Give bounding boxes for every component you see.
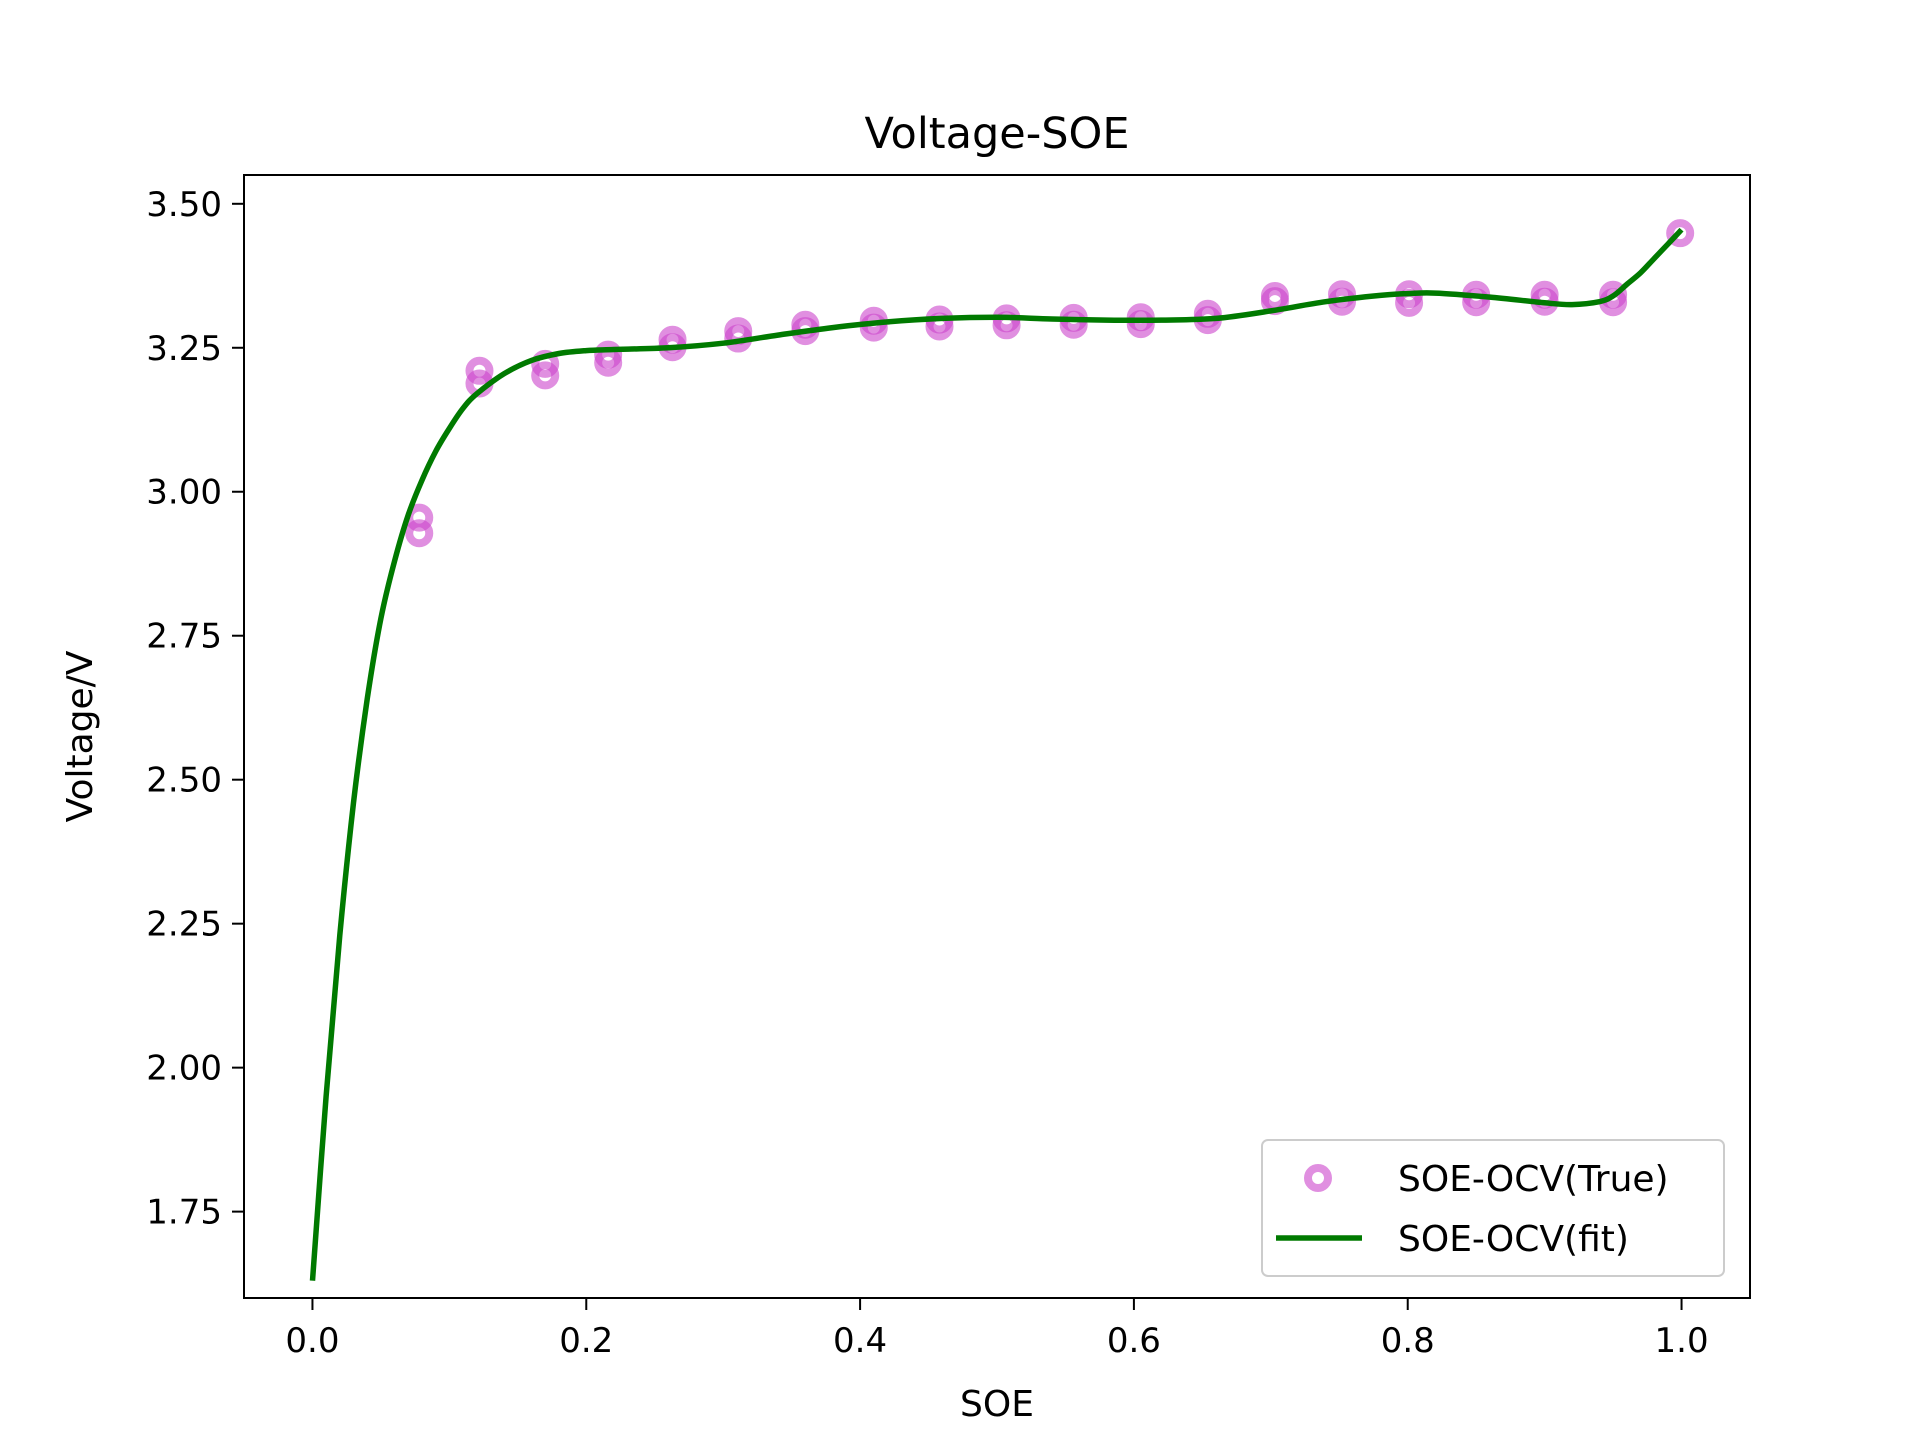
- x-axis: 0.0 0.2 0.4 0.6 0.8 1.0: [285, 1298, 1709, 1361]
- x-tick-label: 0.0: [285, 1321, 339, 1361]
- legend-marker-true: [1304, 1164, 1332, 1192]
- legend-label-fit: SOE-OCV(fit): [1398, 1219, 1629, 1260]
- fit-line: [309, 227, 1684, 1281]
- x-axis-label: SOE: [960, 1384, 1034, 1425]
- y-tick-label: 2.75: [146, 617, 222, 657]
- plot-area-frame: [243, 174, 1751, 1299]
- y-tick-label: 1.75: [146, 1193, 222, 1233]
- y-tick-label: 3.00: [146, 473, 222, 513]
- scatter-point: [405, 519, 434, 548]
- x-tick-label: 0.2: [559, 1321, 613, 1361]
- x-tick-label: 0.8: [1381, 1321, 1435, 1361]
- scatter-point: [594, 348, 623, 377]
- legend-label-true: SOE-OCV(True): [1398, 1159, 1669, 1200]
- y-tick-label: 3.50: [146, 185, 222, 225]
- y-axis: 1.75 2.00 2.25 2.50 2.75 3.00 3.25 3.50: [146, 185, 244, 1233]
- legend-box: [1261, 1139, 1725, 1277]
- y-axis-label: Voltage/V: [60, 650, 101, 822]
- series-layer: [309, 219, 1695, 1281]
- y-tick-label: 2.00: [146, 1049, 222, 1089]
- scatter-point: [1666, 219, 1695, 248]
- y-tick-label: 2.25: [146, 905, 222, 945]
- scatter-point: [531, 361, 560, 390]
- scatter-point: [1462, 288, 1491, 317]
- x-tick-label: 0.4: [833, 1321, 887, 1361]
- legend: SOE-OCV(True) SOE-OCV(fit): [1261, 1139, 1725, 1277]
- y-tick-label: 2.50: [146, 761, 222, 801]
- chart-title: Voltage-SOE: [864, 109, 1129, 159]
- y-tick-label: 3.25: [146, 329, 222, 369]
- scatter-point: [859, 313, 888, 342]
- scatter-point: [1059, 310, 1088, 339]
- scatter-point: [465, 356, 494, 385]
- legend-marker-true-inner: [1315, 1175, 1321, 1181]
- x-tick-label: 1.0: [1655, 1321, 1709, 1361]
- scatter-point: [1126, 310, 1155, 339]
- x-tick-label: 0.6: [1107, 1321, 1161, 1361]
